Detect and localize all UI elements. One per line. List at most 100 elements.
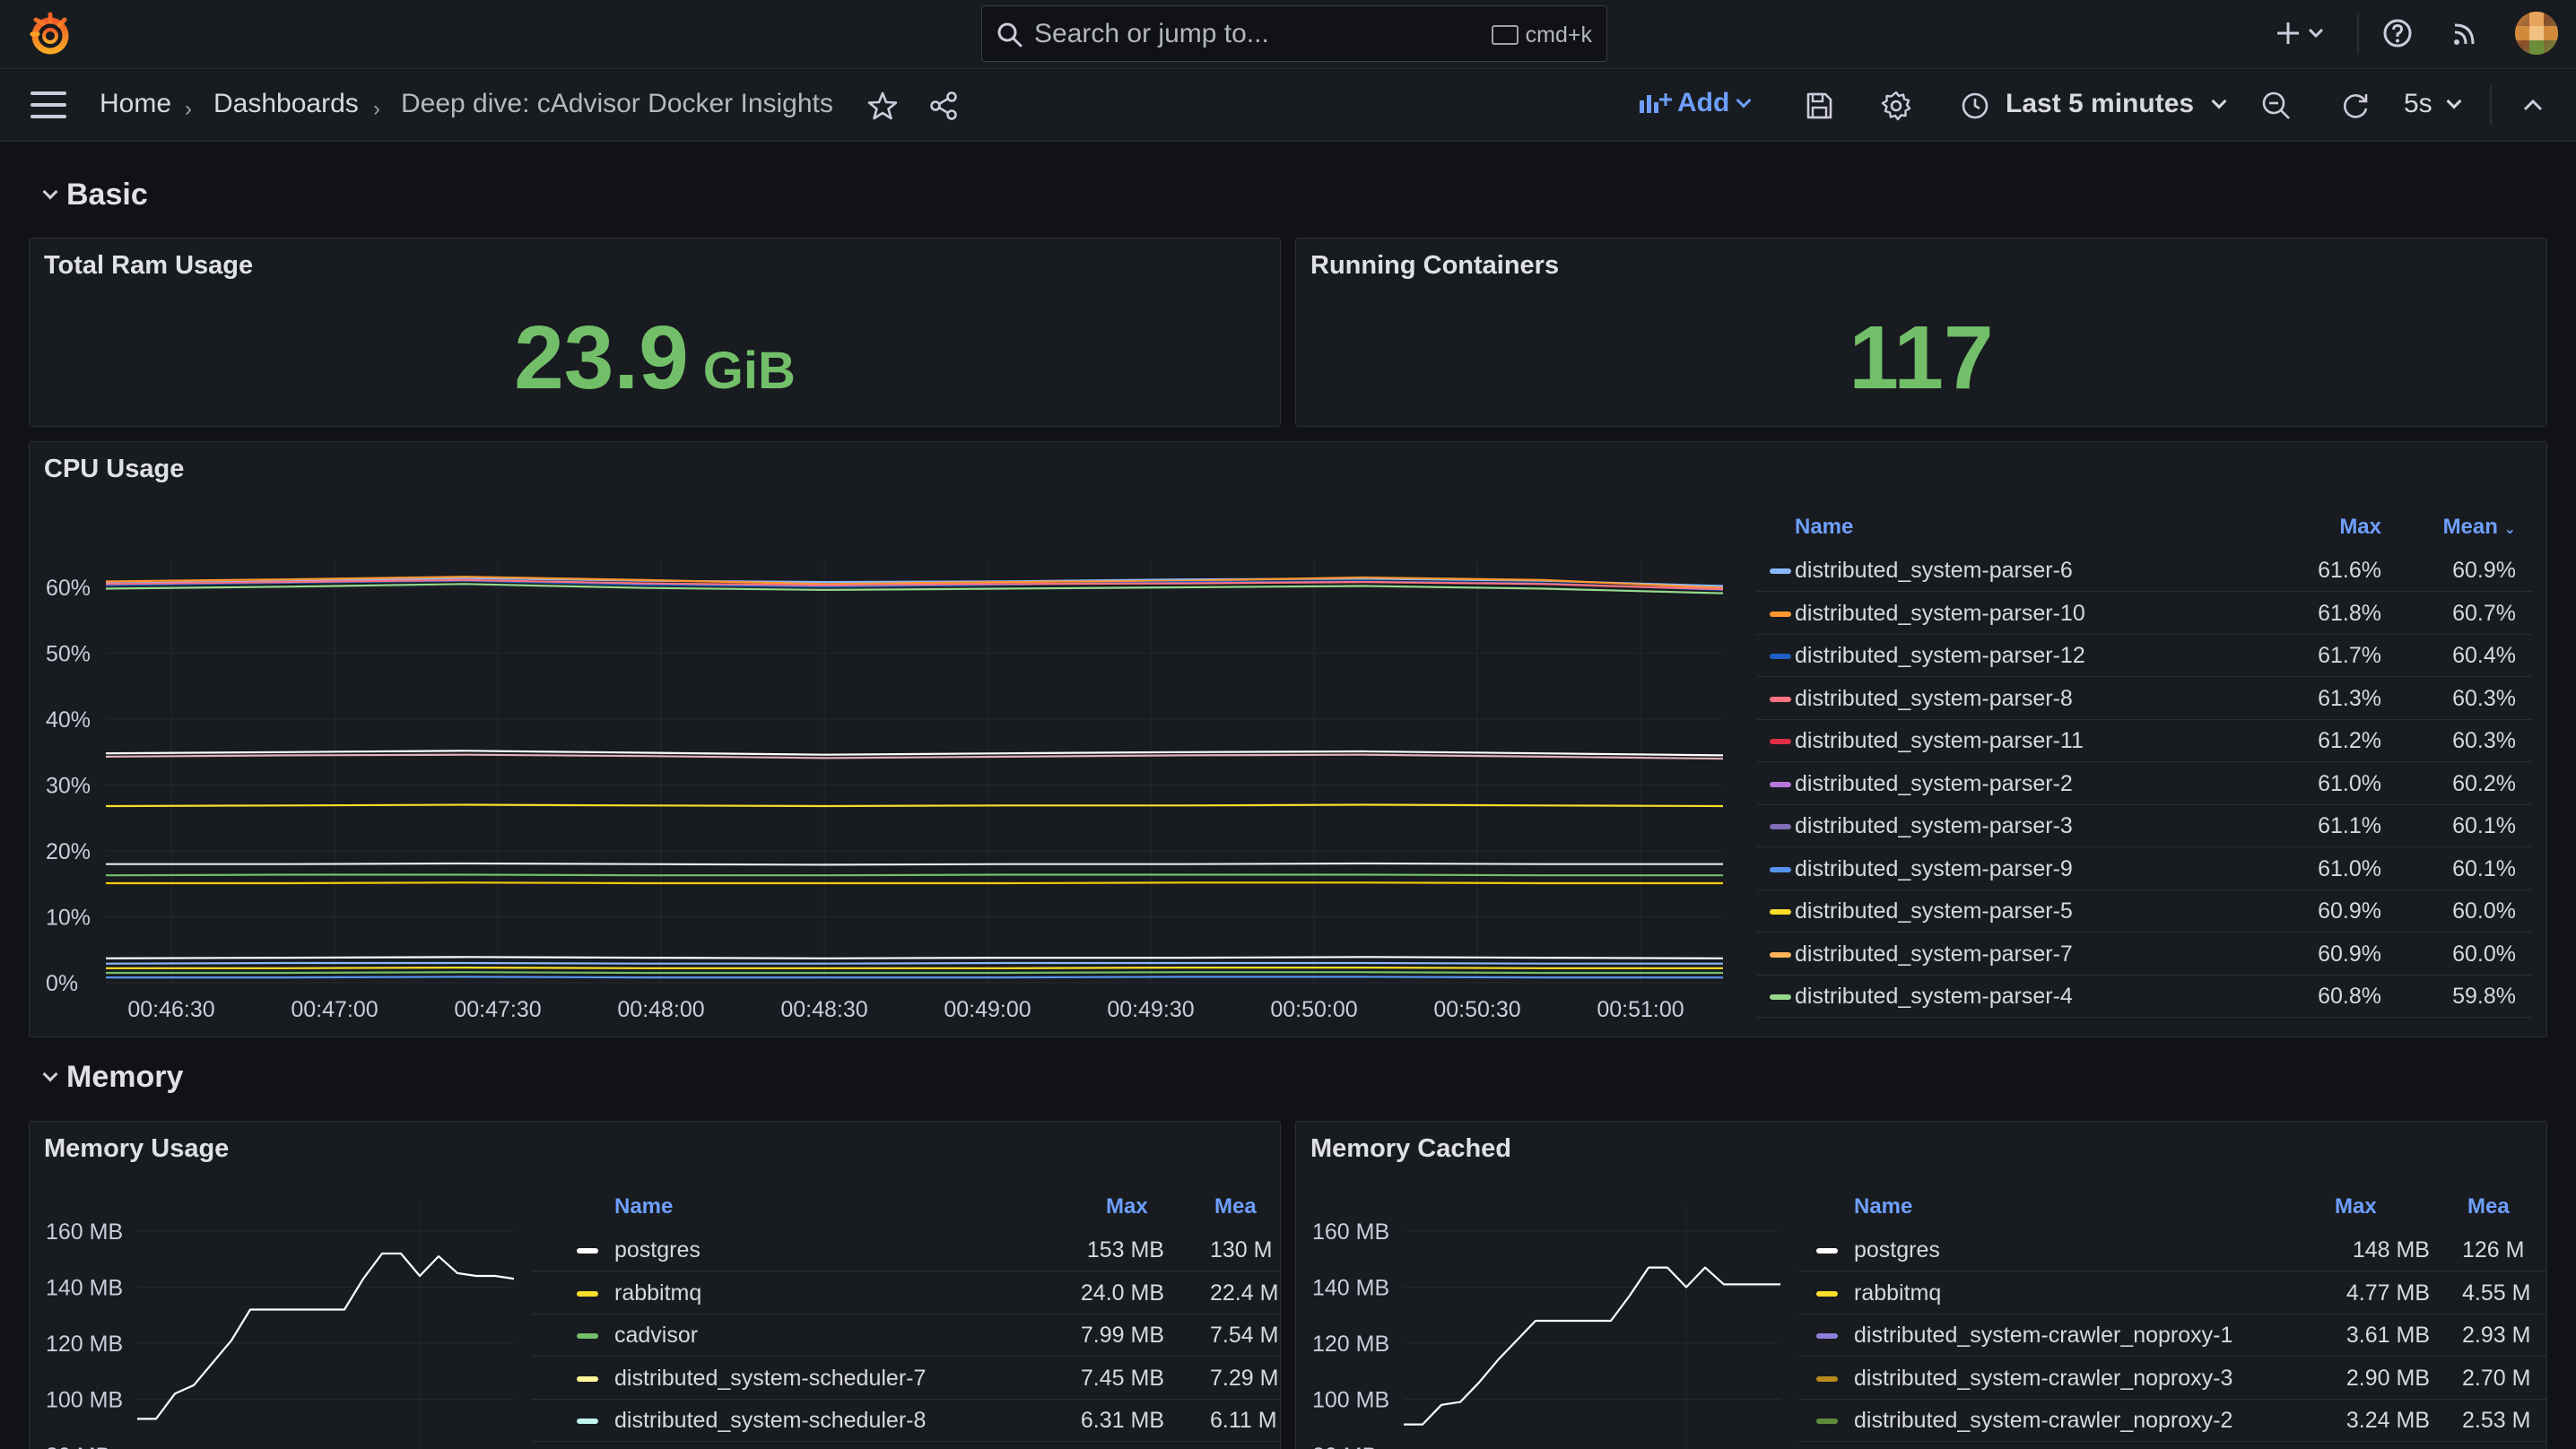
legend-row[interactable]: distributed_system-crawler_noproxy-2 3.24… xyxy=(1798,1400,2546,1442)
refresh-icon[interactable] xyxy=(2339,90,2371,122)
legend-max-value: 61.7% xyxy=(2318,643,2381,668)
memory-usage-chart[interactable]: 80 MB 100 MB 120 MB 140 MB 160 MB xyxy=(30,1122,532,1449)
refresh-interval-picker[interactable]: 5s xyxy=(2404,89,2462,119)
keyboard-shortcut-hint: cmd+k xyxy=(1491,22,1592,48)
legend-row[interactable]: distributed_system-parser-3 61.1% 60.1% xyxy=(1757,805,2532,847)
legend-header-max[interactable]: Max xyxy=(2335,1194,2377,1219)
legend-mean-value: 60.0% xyxy=(2452,941,2516,967)
legend-header-max[interactable]: Max xyxy=(2339,515,2381,539)
legend-row[interactable]: postgres 148 MB 126 M xyxy=(1798,1229,2546,1271)
legend-series-name: distributed_system-parser-9 xyxy=(1795,855,2073,881)
legend-row[interactable]: distributed_system-parser-11 61.2% 60.3% xyxy=(1757,720,2532,762)
legend-row[interactable]: distributed_system-parser-7 60.9% 60.0% xyxy=(1757,933,2532,976)
y-tick-label: 0% xyxy=(46,971,78,996)
stat-unit: GiB xyxy=(702,342,796,400)
add-button-label: Add xyxy=(1677,88,1730,117)
legend-color-swatch xyxy=(1770,866,1791,872)
panel-running-containers[interactable]: Running Containers 117 xyxy=(1295,238,2547,427)
legend-row[interactable]: distributed_system-parser-8 61.3% 60.3% xyxy=(1757,678,2532,720)
legend-color-swatch xyxy=(1816,1290,1838,1297)
panel-cpu-usage[interactable]: CPU Usage 0% 10% 20% 30% 40% 50% 60% 00:46:30 00… xyxy=(29,441,2547,1037)
time-range-label: Last 5 minutes xyxy=(2006,89,2195,118)
legend-series-name: postgres xyxy=(614,1237,701,1262)
legend-header-name[interactable]: Name xyxy=(614,1194,674,1219)
legend-row[interactable]: distributed_system-crawler_noproxy-3 2.90… xyxy=(1798,1358,2546,1400)
legend-header-mean[interactable]: Mea xyxy=(1214,1194,1257,1219)
legend-row[interactable]: rabbitmq 24.0 MB 22.4 M xyxy=(532,1272,1280,1315)
legend-row[interactable]: distributed_system-scheduler-8 6.31 MB 6.1… xyxy=(532,1400,1280,1442)
new-chevron-down-icon[interactable] xyxy=(2305,16,2327,50)
search-box[interactable]: Search or jump to... cmd+k xyxy=(981,5,1607,62)
star-icon[interactable] xyxy=(866,90,899,122)
legend-header-name[interactable]: Name xyxy=(1854,1194,1913,1219)
x-tick-label: 00:51:00 xyxy=(1597,997,1684,1022)
panel-memory-usage[interactable]: Memory Usage 80 MB 100 MB 120 MB 140 MB 160 … xyxy=(29,1121,1281,1449)
chevron-down-icon xyxy=(2211,93,2227,109)
zoom-out-icon[interactable] xyxy=(2260,90,2293,122)
legend-row[interactable]: distributed_system-parser-5 60.9% 60.0% xyxy=(1757,890,2532,933)
panel-title: Total Ram Usage xyxy=(44,251,254,280)
series-line xyxy=(137,1252,515,1420)
legend-series-name: distributed_system-scheduler-8 xyxy=(614,1408,927,1433)
legend-series-name: distributed_system-crawler_noproxy-1 xyxy=(1854,1323,2233,1348)
row-header-memory[interactable]: Memory xyxy=(42,1060,183,1095)
share-icon[interactable] xyxy=(927,90,960,122)
legend-row[interactable]: distributed_system-parser-10 61.8% 60.7% xyxy=(1757,593,2532,635)
add-button[interactable]: Add xyxy=(1638,88,1752,124)
legend-row[interactable]: distributed_system-parser-2 61.0% 60.2% xyxy=(1757,763,2532,805)
legend-row[interactable]: distributed_system-parser-4 60.8% 59.8% xyxy=(1757,976,2532,1018)
grafana-logo-icon[interactable] xyxy=(27,11,74,57)
panel-memory-cached[interactable]: Memory Cached 80 MB 100 MB 120 MB 140 MB 160… xyxy=(1295,1121,2547,1449)
memory-cached-legend-table: Name Max Mea postgres 148 MB 126 M rabbitmq… xyxy=(1798,1176,2546,1449)
legend-row[interactable]: distributed_system-parser-6 61.6% 60.9% xyxy=(1757,550,2532,592)
breadcrumb-dashboards[interactable]: Dashboards xyxy=(213,89,359,118)
legend-series-name: cadvisor xyxy=(614,1323,699,1348)
save-dashboard-icon[interactable] xyxy=(1803,90,1835,122)
y-tick-label: 50% xyxy=(46,642,91,667)
y-tick-label: 40% xyxy=(46,707,91,733)
legend-mean-value: 60.1% xyxy=(2452,855,2516,881)
legend-header-max[interactable]: Max xyxy=(1106,1194,1148,1219)
legend-row[interactable]: distributed_system-crawler_noproxy-1 3.61… xyxy=(1798,1315,2546,1357)
legend-row[interactable]: distributed_system-parser-9 61.0% 60.1% xyxy=(1757,848,2532,890)
keyboard-icon xyxy=(1491,25,1519,45)
legend-header-mean[interactable]: Mea xyxy=(2467,1194,2510,1219)
time-range-picker[interactable]: Last 5 minutes xyxy=(2006,89,2227,119)
legend-row[interactable]: postgres 153 MB 130 M xyxy=(532,1229,1280,1271)
settings-gear-icon[interactable] xyxy=(1880,90,1912,122)
divider xyxy=(2490,86,2492,126)
cpu-usage-chart[interactable]: 0% 10% 20% 30% 40% 50% 60% 00:46:30 00:47:00 00:4… xyxy=(30,442,1752,1037)
series-line xyxy=(105,578,1724,591)
legend-header-mean[interactable]: Mean ⌄ xyxy=(2443,515,2516,540)
legend-row[interactable]: cadvisor 7.99 MB 7.54 M xyxy=(532,1315,1280,1357)
clock-icon[interactable] xyxy=(1959,90,1991,122)
new-plus-icon[interactable] xyxy=(2271,16,2305,50)
y-tick-label: 10% xyxy=(46,906,91,931)
legend-row[interactable]: distributed_system-scheduler-7 7.45 MB 7.2… xyxy=(532,1358,1280,1400)
help-icon[interactable] xyxy=(2380,16,2415,50)
y-tick-label: 140 MB xyxy=(1312,1276,1389,1301)
breadcrumb-home[interactable]: Home xyxy=(100,89,172,118)
memory-cached-chart[interactable]: 80 MB 100 MB 120 MB 140 MB 160 MB xyxy=(1296,1122,1798,1449)
legend-row[interactable]: rabbitmq 4.77 MB 4.55 M xyxy=(1798,1272,2546,1315)
legend-color-swatch xyxy=(577,1333,598,1339)
user-avatar[interactable] xyxy=(2515,12,2558,55)
legend-mean-value: 4.55 M xyxy=(2462,1280,2531,1306)
menu-toggle-icon[interactable] xyxy=(30,91,66,120)
panel-total-ram-usage[interactable]: Total Ram Usage 23.9 GiB xyxy=(29,238,1281,427)
top-bar: Search or jump to... cmd+k xyxy=(0,0,2576,69)
legend-max-value: 24.0 MB xyxy=(1080,1280,1164,1306)
collapse-chevron-up-icon[interactable] xyxy=(2517,90,2549,122)
legend-series-name: distributed_system-parser-8 xyxy=(1795,685,2073,711)
legend-color-swatch xyxy=(1770,781,1791,787)
legend-series-name: distributed_system-parser-11 xyxy=(1795,728,2084,753)
news-feed-icon[interactable] xyxy=(2449,16,2483,50)
legend-row[interactable]: distributed_system-parser-12 61.7% 60.4% xyxy=(1757,635,2532,677)
y-tick-label: 60% xyxy=(46,576,91,601)
legend-series-name: distributed_system-parser-7 xyxy=(1795,941,2073,967)
legend-series-name: distributed_system-parser-5 xyxy=(1795,898,2073,924)
series-line xyxy=(106,862,1723,866)
legend-color-swatch xyxy=(1770,951,1791,958)
legend-header-name[interactable]: Name xyxy=(1795,515,1854,539)
row-header-basic[interactable]: Basic xyxy=(42,178,148,213)
